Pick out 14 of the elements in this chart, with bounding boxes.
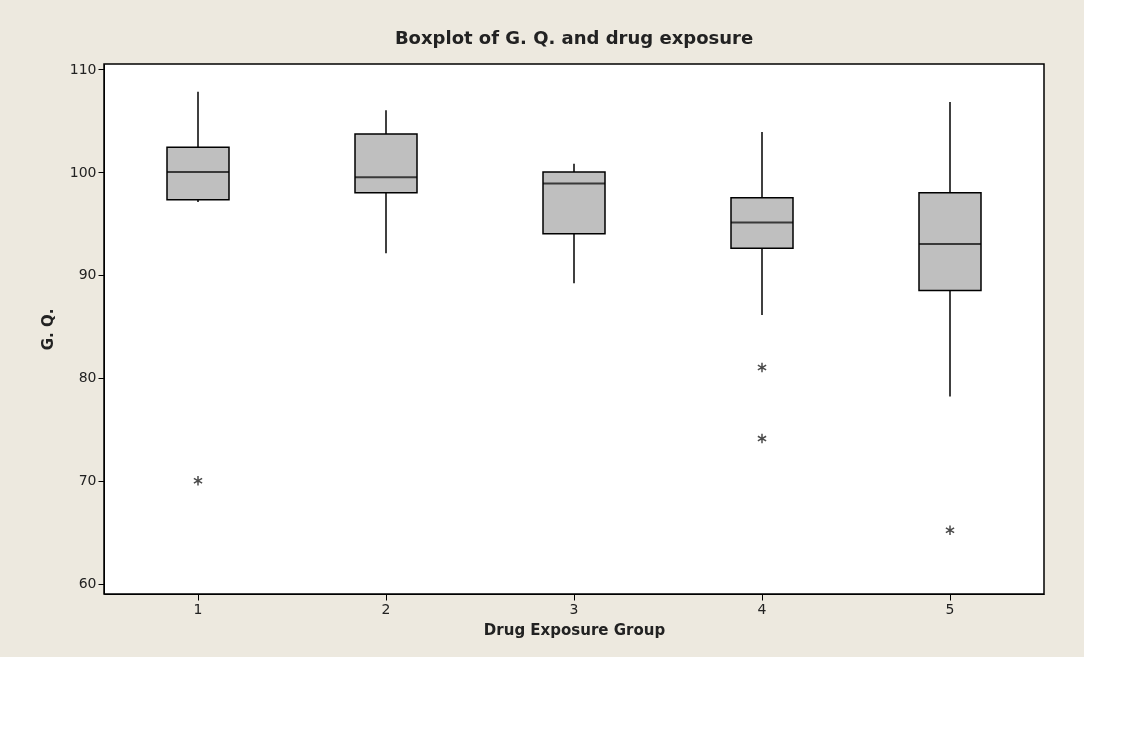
x-tick-label: 2 <box>381 600 391 617</box>
y-tick-label: 70 <box>78 472 97 489</box>
y-axis-title: G. Q. <box>38 308 57 351</box>
y-tick-label: 90 <box>78 266 97 283</box>
y-tick-label: 80 <box>78 369 97 386</box>
x-tick-label: 4 <box>757 600 767 617</box>
x-axis-title: Drug Exposure Group <box>483 620 666 639</box>
y-tick-label: 110 <box>69 60 97 77</box>
chart-title: Boxplot of G. Q. and drug exposure <box>394 27 754 49</box>
x-tick-label: 5 <box>945 600 955 617</box>
y-tick-label: 60 <box>78 575 97 592</box>
y-tick-label: 100 <box>69 163 97 180</box>
x-tick-label: 1 <box>193 600 203 617</box>
x-tick-label: 3 <box>569 600 579 617</box>
